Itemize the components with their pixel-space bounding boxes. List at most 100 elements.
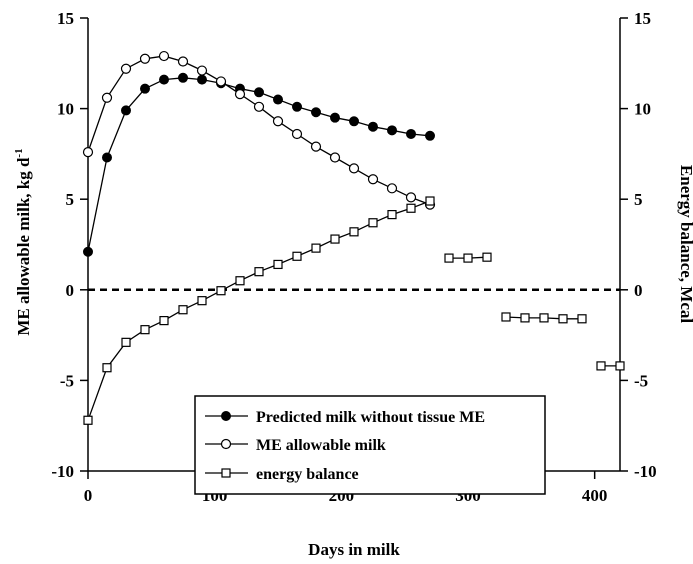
data-point [159,316,169,326]
data-point [197,296,207,306]
axis-titles: Days in milk ME allowable milk, kg d-1 E… [13,148,693,559]
data-point [330,234,340,244]
data-point [140,83,150,94]
data-point [349,227,359,237]
legend-label: Predicted milk without tissue ME [256,409,485,426]
data-point [387,125,397,136]
data-point [120,63,132,74]
legend-label: energy balance [256,466,359,483]
legend-marker-filled-circle [221,411,231,421]
data-point [159,74,169,85]
data-point [348,163,360,174]
y-tick-label-right: 0 [634,281,643,300]
y-tick-label-right: 10 [634,100,651,119]
data-point [311,107,321,118]
data-point [121,337,131,347]
x-tick-label: 0 [84,486,93,505]
series-me-allowable-milk [82,50,436,210]
data-point [273,94,283,105]
data-point [254,267,264,277]
data-point [405,192,417,203]
data-point [140,325,150,335]
y-tick-label-right: 15 [634,9,651,28]
y-tick-label-left: -5 [60,371,74,390]
data-point [310,141,322,152]
data-point [368,218,378,228]
data-point [292,251,302,261]
legend: Predicted milk without tissue ME ME allo… [194,395,546,495]
data-point [83,246,93,257]
data-point [425,196,435,206]
data-point [539,313,549,323]
data-point [596,361,606,371]
data-point [273,259,283,270]
y-tick-label-left: 5 [66,190,75,209]
data-point [368,121,378,132]
data-point [292,101,302,112]
series-predicted-milk-without-tissue-me [83,72,435,257]
series [82,50,625,425]
data-point [329,152,341,163]
y-tick-label-right: -10 [634,462,657,481]
legend-item-energy-balance: energy balance [205,466,359,483]
y-tick-label-left: 10 [57,100,74,119]
legend-marker-open-square [221,468,231,478]
y-axis-title-left-main: ME allowable milk, kg d [14,157,33,336]
data-point [234,89,246,100]
series-line [87,55,431,206]
y-tick-label-right: 5 [634,190,643,209]
data-point [406,203,416,213]
legend-marker-open-circle [220,438,232,450]
y-tick-label-left: -10 [51,462,74,481]
data-point [121,105,131,116]
data-point [178,72,188,83]
data-point [444,253,454,263]
data-point [406,128,416,139]
data-point [482,252,492,262]
data-point [387,210,397,220]
data-point [102,363,112,373]
data-point [235,276,245,286]
y-axis-title-left-superscript: -1 [13,148,25,157]
series-line [87,200,431,421]
y-tick-label-left: 0 [66,281,75,300]
data-point [311,243,321,253]
x-axis-title: Days in milk [308,540,400,559]
series-energy-balance [83,196,625,425]
legend-item-predicted-milk: Predicted milk without tissue ME [205,409,485,426]
y-tick-label-left: 15 [57,9,74,28]
data-point [82,146,94,158]
data-point [253,101,265,112]
data-point [291,128,303,140]
data-point [425,130,435,141]
legend-box [194,395,546,495]
data-point [330,112,340,123]
data-point [386,183,398,194]
y-axis-title-left: ME allowable milk, kg d-1 [13,148,33,335]
data-point [501,312,511,322]
data-point [139,53,151,64]
data-point [158,50,170,62]
data-point [520,313,530,323]
data-point [215,76,227,87]
data-point [101,92,113,103]
legend-label: ME allowable milk [256,437,386,454]
data-point [197,74,207,85]
data-point [196,65,208,76]
data-point [577,314,587,324]
data-point [254,87,264,98]
data-point [349,116,359,127]
data-point [615,361,625,371]
data-point [102,152,112,163]
y-axis-title-right: Energy balance, Mcal [677,165,693,323]
data-point [367,174,379,185]
data-point [463,253,473,263]
y-tick-label-right: -5 [634,371,648,390]
data-point [272,116,284,127]
data-point [177,56,189,67]
data-point [83,415,93,425]
data-point [178,305,188,315]
data-point [216,286,226,296]
